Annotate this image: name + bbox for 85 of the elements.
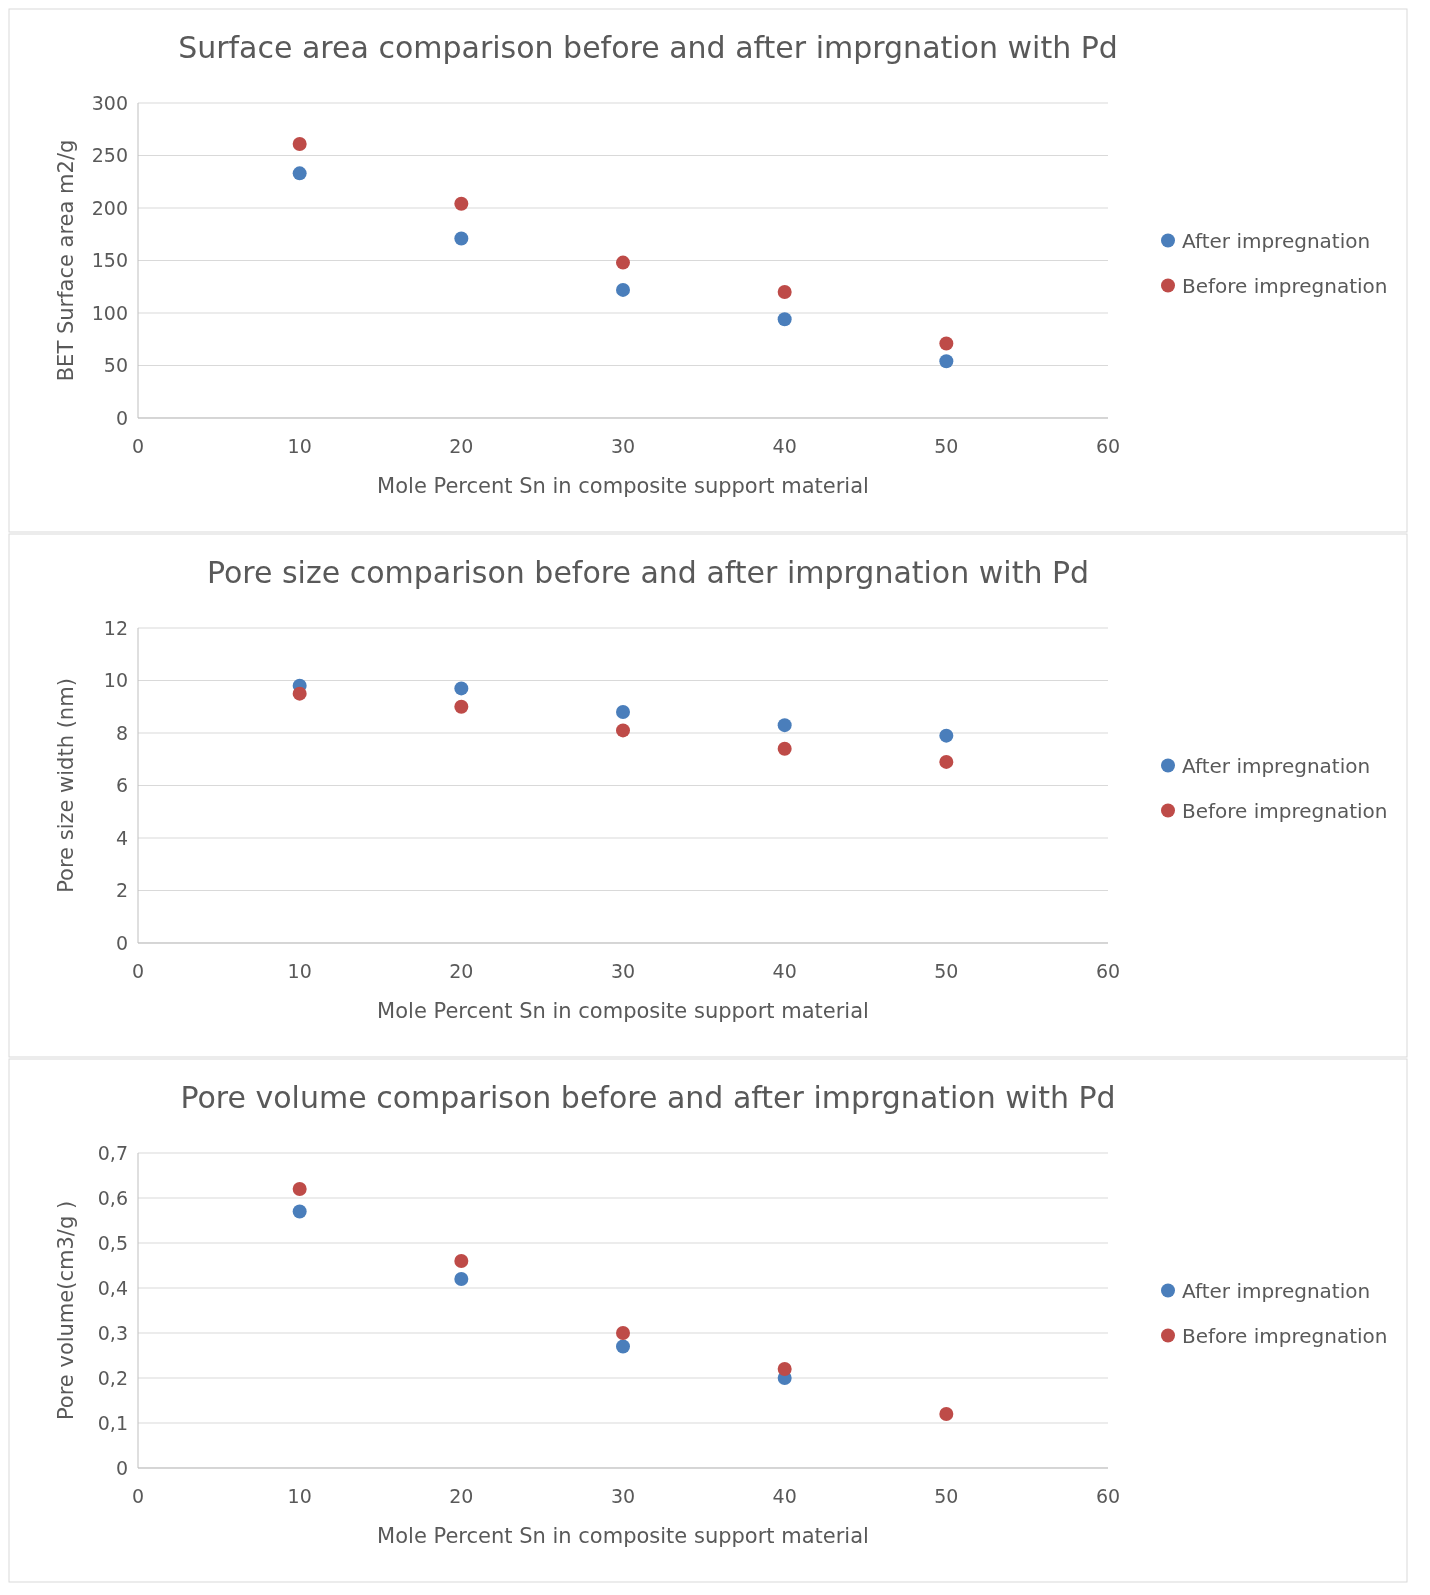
x-tick-label: 20 xyxy=(449,1485,474,1507)
legend-label: Before impregnation xyxy=(1182,1323,1388,1348)
chart-title: Surface area comparison before and after imprgnation with Pd xyxy=(178,30,1118,65)
y-tick-label: 0,4 xyxy=(97,1276,128,1299)
point xyxy=(616,282,630,297)
legend-label: After impregnation xyxy=(1182,228,1371,253)
x-tick-label: 0 xyxy=(131,435,145,457)
point xyxy=(616,705,630,719)
x-tick-label: 30 xyxy=(610,435,636,457)
x-tick-label: 40 xyxy=(772,435,797,457)
point xyxy=(939,728,954,743)
y-tick-label: 250 xyxy=(91,144,128,167)
point xyxy=(292,136,307,151)
point xyxy=(777,741,792,756)
x-tick-label: 10 xyxy=(287,435,312,457)
x-tick-label: 30 xyxy=(610,1485,636,1507)
point xyxy=(939,354,954,369)
point xyxy=(616,1339,630,1354)
chart-title: Pore volume comparison before and after imprgnation with Pd xyxy=(180,1080,1116,1115)
point xyxy=(454,196,469,211)
x-axis-title: Mole Percent Sn in composite support material xyxy=(377,474,869,498)
x-tick-label: 60 xyxy=(1095,1485,1121,1507)
y-axis-title: BET Surface area m2/g xyxy=(54,139,78,382)
point xyxy=(454,231,469,246)
point xyxy=(292,1182,307,1196)
y-tick-label: 0 xyxy=(115,1456,128,1479)
x-tick-label: 10 xyxy=(287,1485,312,1507)
point xyxy=(939,1407,954,1421)
y-tick-label: 4 xyxy=(115,826,128,849)
x-tick-label: 20 xyxy=(449,960,474,982)
point xyxy=(616,255,630,270)
x-tick-label: 0 xyxy=(131,960,145,982)
y-tick-label: 0 xyxy=(115,931,128,954)
y-axis-title: Pore volume(cm3/g ) xyxy=(54,1200,78,1421)
legend-label: Before impregnation xyxy=(1182,273,1388,298)
legend-label: Before impregnation xyxy=(1182,798,1388,823)
y-tick-label: 0 xyxy=(115,406,128,429)
legend-label: After impregnation xyxy=(1182,1278,1371,1303)
point xyxy=(616,1326,630,1340)
y-tick-label: 50 xyxy=(103,354,128,377)
point xyxy=(939,336,954,351)
x-tick-label: 40 xyxy=(772,960,797,982)
y-tick-label: 0,6 xyxy=(97,1186,128,1209)
point xyxy=(777,312,792,327)
y-tick-label: 10 xyxy=(103,669,128,692)
legend-label: After impregnation xyxy=(1182,753,1371,778)
point xyxy=(454,699,469,714)
y-tick-label: 0,3 xyxy=(97,1321,128,1344)
x-tick-label: 20 xyxy=(449,435,474,457)
y-tick-label: 6 xyxy=(115,774,128,797)
x-tick-label: 60 xyxy=(1095,960,1121,982)
x-tick-label: 30 xyxy=(610,960,636,982)
y-tick-label: 0,2 xyxy=(97,1366,128,1389)
point xyxy=(454,1272,469,1286)
x-tick-label: 50 xyxy=(934,435,959,457)
x-tick-label: 50 xyxy=(934,960,959,982)
x-tick-label: 50 xyxy=(934,1485,959,1507)
y-tick-label: 8 xyxy=(115,721,128,744)
point xyxy=(777,718,792,733)
y-tick-label: 2 xyxy=(115,879,128,902)
x-tick-label: 0 xyxy=(131,1485,145,1507)
y-tick-label: 200 xyxy=(91,196,128,219)
point xyxy=(777,285,792,299)
x-tick-label: 60 xyxy=(1095,435,1121,457)
x-tick-label: 10 xyxy=(287,960,312,982)
y-tick-label: 150 xyxy=(91,249,128,272)
y-tick-label: 12 xyxy=(103,616,128,639)
point xyxy=(292,1204,307,1219)
point xyxy=(292,166,307,181)
point xyxy=(454,681,469,696)
y-tick-label: 0,7 xyxy=(97,1141,128,1164)
y-tick-label: 300 xyxy=(91,91,128,114)
x-axis-title: Mole Percent Sn in composite support material xyxy=(377,999,869,1023)
point xyxy=(939,754,954,769)
point xyxy=(616,723,630,738)
y-axis-title: Pore size width (nm) xyxy=(54,678,78,893)
x-tick-label: 40 xyxy=(772,1485,797,1507)
y-tick-label: 0,5 xyxy=(97,1231,128,1254)
chart-title: Pore size comparison before and after imprgnation with Pd xyxy=(206,555,1090,590)
point xyxy=(777,1362,792,1376)
y-tick-label: 0,1 xyxy=(97,1411,128,1434)
point xyxy=(454,1254,469,1268)
x-axis-title: Mole Percent Sn in composite support material xyxy=(377,1524,869,1548)
y-tick-label: 100 xyxy=(91,301,128,324)
point xyxy=(292,686,307,701)
